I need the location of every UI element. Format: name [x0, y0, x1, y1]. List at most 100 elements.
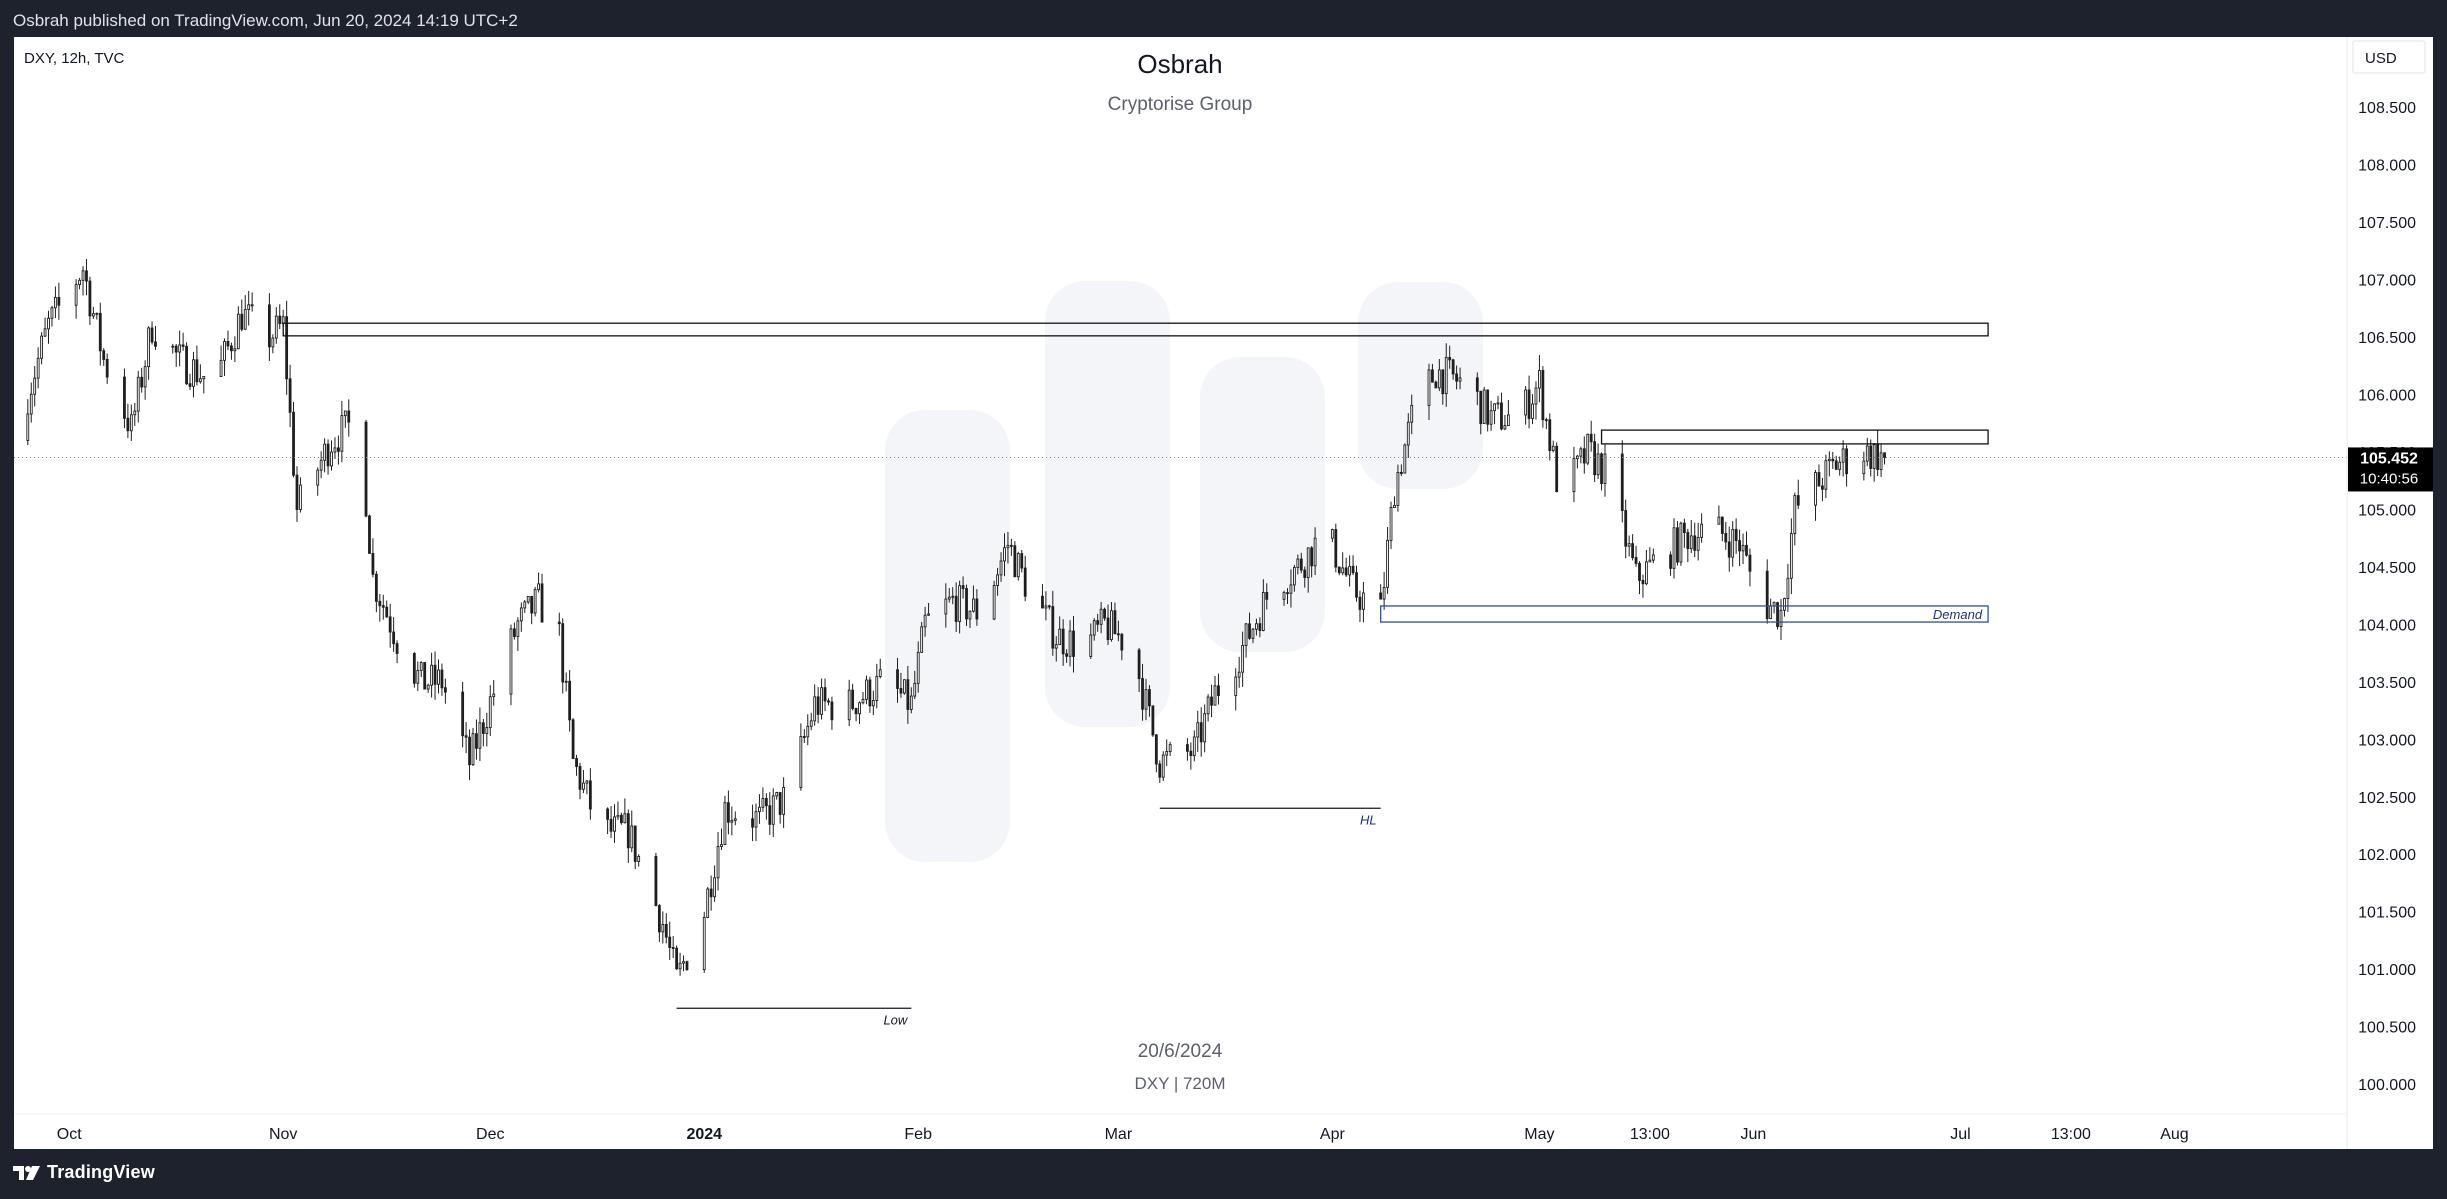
- candle-body: [1110, 610, 1113, 641]
- candle-body: [764, 798, 768, 807]
- candle-body: [1292, 566, 1296, 586]
- time-tick-label: Apr: [1320, 1126, 1346, 1143]
- candle-body: [140, 376, 144, 388]
- candle-body: [267, 304, 271, 348]
- candle-body: [1296, 558, 1300, 568]
- candle-body: [57, 297, 61, 306]
- candle-body: [1154, 734, 1158, 765]
- last-price-value: 105.452: [2360, 450, 2418, 467]
- candle-body: [557, 621, 561, 625]
- candle-body: [1265, 592, 1269, 600]
- candle-body: [1054, 644, 1058, 649]
- candle-body: [713, 877, 716, 898]
- zone-supply-top[interactable]: [282, 322, 1989, 337]
- tradingview-logo[interactable]: TradingView: [13, 1162, 155, 1183]
- candle-body: [333, 447, 337, 453]
- candle-body: [606, 808, 610, 820]
- candle-body: [778, 792, 782, 815]
- candle-body: [1396, 471, 1400, 506]
- candle-body: [81, 270, 85, 281]
- candle-body: [1013, 545, 1017, 578]
- candle-body: [1841, 448, 1845, 463]
- candle-body: [540, 583, 544, 623]
- candle-body: [198, 378, 202, 383]
- candle-body: [1727, 541, 1731, 558]
- candle-body: [806, 725, 810, 738]
- candle-body: [975, 598, 979, 620]
- candle-body: [1092, 620, 1096, 636]
- candle-body: [1362, 592, 1365, 610]
- candle-body: [1824, 460, 1828, 490]
- candle-body: [530, 595, 534, 614]
- candle-body: [1734, 528, 1738, 542]
- candle-body: [1527, 389, 1531, 419]
- candle-body: [678, 962, 682, 970]
- candle-body: [1244, 623, 1248, 646]
- candle-body: [820, 687, 823, 715]
- candle-body: [40, 335, 44, 359]
- candle-body: [54, 297, 57, 309]
- candle-body: [709, 888, 713, 898]
- price-tick-label: 108.000: [2358, 158, 2416, 175]
- candle-body: [923, 614, 927, 628]
- candle-body: [1427, 369, 1431, 406]
- candle-body: [523, 601, 527, 609]
- price-tick-label: 102.000: [2358, 847, 2416, 864]
- zone-demand[interactable]: [1380, 605, 1989, 623]
- candle-body: [716, 846, 720, 879]
- candle-body: [395, 643, 399, 654]
- zone-supply-mid[interactable]: [1600, 429, 1989, 445]
- candle-body: [823, 687, 827, 702]
- price-tick-label: 103.500: [2358, 675, 2416, 692]
- candle-body: [613, 816, 616, 832]
- candle-body: [1493, 403, 1496, 412]
- candle-body: [575, 758, 578, 767]
- candle-body: [1593, 441, 1597, 476]
- price-tick-label: 106.500: [2358, 330, 2416, 347]
- candle-body: [412, 653, 416, 684]
- candle-body: [899, 688, 903, 694]
- symbol-info: DXY, 12h, TVC: [24, 50, 125, 67]
- currency-button[interactable]: USD: [2352, 40, 2426, 74]
- drawings[interactable]: Demand Low HL: [282, 322, 1989, 1027]
- tradingview-logo-icon: [13, 1165, 40, 1180]
- candle-body: [475, 733, 478, 749]
- candle-body: [1410, 404, 1414, 423]
- candle-body: [1441, 369, 1445, 395]
- candle-body: [1341, 567, 1345, 574]
- candle-body: [961, 585, 965, 589]
- candle-body: [74, 284, 78, 306]
- candle-body: [682, 961, 685, 964]
- candle-body: [1603, 453, 1607, 484]
- price-chart[interactable]: DXY, 12h, TVC Osbrah Cryptorise Group 20…: [14, 37, 2433, 1149]
- candle-body: [775, 792, 779, 797]
- price-axis[interactable]: USD 108.500108.000107.500107.000106.5001…: [2346, 37, 2433, 1149]
- candle-body: [996, 574, 999, 586]
- candle-body: [295, 474, 299, 510]
- candle-body: [582, 782, 585, 790]
- candle-body: [1165, 751, 1169, 756]
- candle-body: [630, 825, 634, 849]
- candle-body: [1358, 596, 1362, 610]
- candle-body: [1486, 389, 1490, 425]
- candle-body: [1237, 671, 1241, 678]
- candle-body: [809, 720, 813, 727]
- chart-frame[interactable]: DXY, 12h, TVC Osbrah Cryptorise Group 20…: [14, 37, 2433, 1149]
- candle-body: [91, 313, 95, 317]
- candle-body: [1831, 458, 1835, 462]
- candle-body: [1862, 460, 1866, 475]
- candle-body: [1745, 544, 1748, 556]
- candle-body: [858, 702, 861, 715]
- candle-body: [851, 689, 855, 709]
- candle-body: [1821, 485, 1824, 490]
- candle-body: [1141, 678, 1144, 710]
- candle-body: [1089, 634, 1093, 657]
- candle-body: [1261, 592, 1265, 631]
- price-tick-label: 103.000: [2358, 732, 2416, 749]
- time-axis[interactable]: Oct Nov Dec 2024 Feb Mar Apr May 13:00 Jun Jul 13:0…: [14, 1113, 2347, 1143]
- candle-body: [123, 376, 126, 419]
- watermark-symbol-line: DXY | 720M: [1134, 1074, 1225, 1093]
- candle-body: [1572, 458, 1576, 493]
- candle-body: [1814, 472, 1817, 506]
- candle-body: [1638, 562, 1641, 581]
